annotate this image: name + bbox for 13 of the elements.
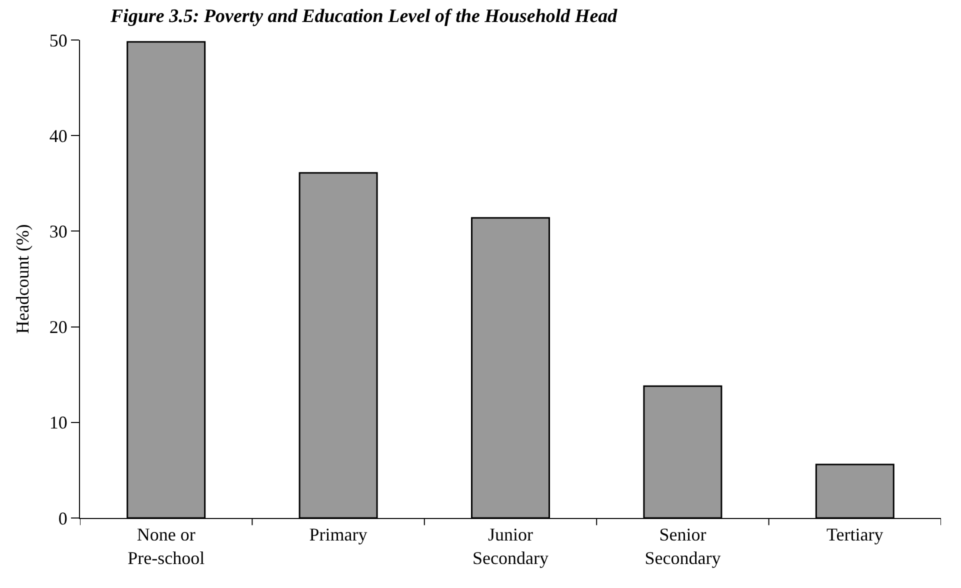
y-tick-label: 0 (58, 508, 68, 528)
y-tick-label: 50 (49, 30, 68, 50)
y-tick-label: 20 (49, 317, 68, 338)
y-axis-title: Headcount (%) (12, 224, 33, 334)
x-tick-label: Primary (309, 524, 368, 545)
y-tick-label: 40 (49, 126, 68, 146)
x-tick-label: Senior Secondary (644, 524, 721, 568)
x-tick-label: Tertiary (826, 524, 884, 545)
y-tick-label: 30 (49, 222, 68, 242)
chart-title: Figure 3.5: Poverty and Education Level of the Household Head (110, 6, 618, 28)
x-tick-label: None or Pre-school (128, 524, 205, 568)
y-tick-label: 10 (49, 412, 68, 433)
x-tick-label: Junior Secondary (472, 524, 548, 568)
